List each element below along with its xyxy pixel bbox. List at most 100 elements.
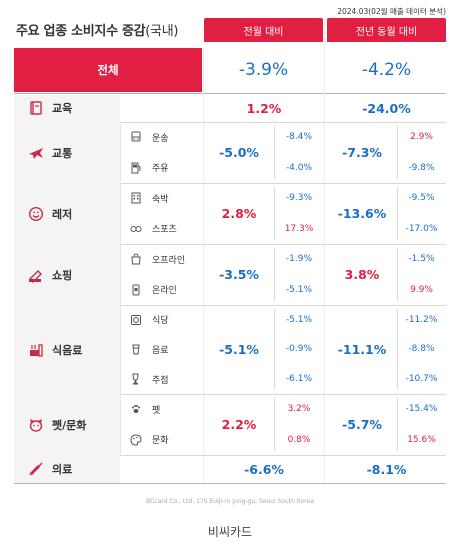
category-yoy-value: -11.1% [337,342,387,357]
row-divider [397,309,398,390]
category-6: 의료 [14,455,120,483]
category-label: 식음료 [52,343,83,357]
food-icon [28,342,44,358]
total-mom: -3.9% [238,60,289,80]
category-yoy-value: -8.1% [366,461,407,477]
subcategory-label: 온라인 [152,286,177,297]
category-yoy-value: -7.3% [342,145,382,160]
subcategory-mom-value: 0.8% [287,434,311,445]
category-label: 의료 [52,463,73,476]
subcategory-4-2: 주점 [120,364,204,394]
row-divider [397,126,398,179]
subcategory-mom-value: -5.1% [285,314,313,325]
subcategory-label: 주점 [152,375,169,386]
row-separator [14,183,446,184]
column-divider [203,48,204,483]
total-label: 전체 [14,48,202,92]
category-yoy-value: 3.8% [344,267,380,282]
consumption-index-card: 2024.03(02월 매출 데이터 분석) 주요 업종 소비지수 증감(국내)… [14,4,446,508]
online-icon [130,284,142,296]
subcategory-1-0: 운송 [120,122,204,153]
subcategory-label: 식당 [152,316,169,327]
subcategory-label: 오프라인 [152,255,186,266]
category-label: 쇼핑 [52,268,73,282]
subcategory-yoy-value: 9.9% [410,284,433,295]
subcategory-yoy-value: -15.4% [405,404,438,415]
subcategory-label: 펫 [152,405,161,416]
subcategory-2-1: 스포츠 [120,214,204,245]
row-divider [120,122,121,183]
row-divider [397,398,398,451]
footer: BCcard Co., Ltd. 170 Eulji-ro Jung-gu, S… [146,498,314,505]
subcategory-1-1: 주유 [120,153,204,184]
subcategory-label: 운송 [152,133,169,144]
image-caption: 비씨카드 [207,525,253,539]
row-divider [120,394,121,455]
sports-icon [130,223,142,235]
category-mom-value: -3.5% [219,267,259,282]
row-divider [120,183,121,244]
subcategory-mom-value: 3.2% [287,404,311,415]
category-0: 교육 [14,94,120,122]
paw-icon [130,403,142,415]
row-separator [14,455,446,456]
header-yoy: 전년 동월 대비 [327,18,446,42]
category-yoy-value: -5.7% [342,417,382,432]
subcategory-mom-value: -5.1% [285,284,313,295]
category-mom-value: -6.6% [244,461,284,477]
page-title: 주요 업종 소비지수 증감(국내) [16,20,178,39]
row-divider [120,244,121,305]
category-1: 교통 [14,122,120,183]
dish-icon [130,314,142,326]
subcategory-yoy-value: 15.6% [407,434,436,445]
category-mom-value: 2.2% [221,417,257,432]
subcategory-label: 숙박 [152,194,169,205]
fuel-icon [130,162,142,174]
subcategory-yoy-value: -1.5% [408,254,435,265]
total-separator [14,93,446,94]
data-note: 2024.03(02월 매출 데이터 분석) [337,7,446,16]
pet-icon [28,417,44,433]
category-mom-value: 2.8% [221,206,257,221]
column-divider [324,18,325,483]
subcategory-mom-value: -4.0% [285,162,313,173]
header-mom: 전월 대비 [204,18,323,42]
subcategory-label: 문화 [152,436,169,447]
subcategory-label: 주유 [152,164,169,175]
subcategory-yoy-value: -11.2% [405,314,438,325]
subcategory-mom-value: -9.3% [285,193,313,204]
subcategory-3-0: 오프라인 [120,244,204,275]
subcategory-4-1: 음료 [120,335,204,365]
category-label: 교육 [52,102,73,115]
subcategory-yoy-value: -8.8% [408,344,435,355]
row-separator [14,122,446,123]
category-mom-value: -5.1% [219,342,259,357]
subcategory-yoy-value: -17.0% [405,223,438,234]
subcategory-yoy-value: 2.9% [410,132,433,143]
title-sub: (국내) [145,24,179,39]
subcategory-label: 스포츠 [152,225,177,236]
category-mom-value: -5.0% [219,145,259,160]
row-separator [14,483,446,484]
subcategory-yoy-value: -10.7% [405,374,438,385]
subcategory-yoy-value: -9.5% [408,193,435,204]
category-mom-value: 1.2% [246,100,282,116]
category-5: 펫/문화 [14,394,120,455]
subcategory-mom-value: -6.1% [285,374,313,385]
row-divider [274,187,275,240]
row-divider [397,187,398,240]
row-divider [120,305,121,394]
subcategory-mom-value: 17.3% [284,223,314,234]
cup-icon [130,343,142,355]
row-divider [274,248,275,301]
category-label: 펫/문화 [52,418,87,432]
bag-icon [130,253,142,265]
palette-icon [130,434,142,446]
row-separator [14,305,446,306]
shopping-icon [28,267,44,283]
category-2: 레저 [14,183,120,244]
category-4: 식음료 [14,305,120,394]
category-label: 레저 [52,207,73,221]
airplane-icon [28,145,44,161]
subcategory-mom-value: -0.9% [285,344,313,355]
